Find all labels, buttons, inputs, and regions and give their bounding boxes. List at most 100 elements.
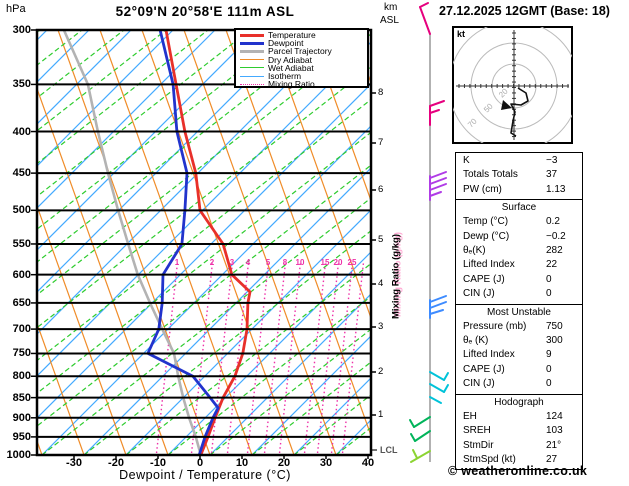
info-row-label: CIN (J)	[463, 378, 495, 390]
info-row: EH 124	[456, 410, 582, 424]
pressure-tick-label: 600	[12, 268, 31, 281]
station-title: 52°09'N 20°58'E 111m ASL	[115, 4, 295, 19]
info-row-label: SREH	[463, 425, 491, 437]
hodograph-box	[452, 26, 573, 144]
info-row: Temp (°C) 0.2	[456, 215, 582, 229]
legend-line-sample	[240, 83, 264, 85]
info-row-label: θₑ (K)	[463, 335, 489, 347]
info-row-value: 0	[546, 378, 552, 390]
mixing-ratio-line	[303, 261, 327, 454]
pressure-axis-unit: hPa	[6, 3, 26, 15]
altitude-axis-unit-asl: ASL	[380, 15, 399, 26]
mixing-ratio-line	[190, 261, 214, 454]
info-row-value: 21°	[546, 439, 562, 451]
km-tick-label: 7	[378, 137, 384, 148]
info-row: K −3	[456, 154, 582, 168]
wet-adiabat-line	[37, 65, 371, 329]
legend-item: Parcel Trajectory	[240, 47, 367, 56]
km-tick-label: 5	[378, 234, 384, 245]
mixing-ratio-label: 3	[229, 258, 235, 267]
isotherm-line	[125, 209, 371, 455]
wet-adiabat-line	[251, 361, 371, 455]
plot-border	[35, 28, 373, 457]
legend-item-label: Isotherm	[268, 71, 302, 82]
dry-adiabat-line	[141, 30, 295, 455]
legend-item: Wet Adiabat	[240, 64, 367, 72]
pressure-tick-label: 950	[12, 430, 31, 443]
altitude-axis-unit-km: km	[384, 2, 398, 13]
pressure-tick-label: 300	[12, 24, 31, 36]
mixing-ratio-line	[278, 261, 302, 454]
isotherm-line	[209, 293, 371, 455]
mixing-ratio-label: 10	[295, 258, 305, 267]
legend-line-sample	[240, 75, 264, 77]
info-row-value: 1.13	[546, 183, 566, 195]
watermark: © weatheronline.co.uk	[448, 464, 588, 478]
legend-line-sample	[240, 49, 264, 53]
info-row-value: 300	[546, 335, 563, 347]
isotherm-line	[37, 30, 300, 293]
wet-adiabat-line	[37, 164, 371, 427]
info-row-label: Pressure (mb)	[463, 320, 527, 332]
wet-adiabat-line	[167, 295, 371, 455]
mixing-ratio-label: 15	[320, 258, 330, 267]
dry-adiabat-line	[183, 30, 337, 455]
hodograph-arrow	[501, 100, 512, 110]
info-row-label: θₑ(K)	[463, 245, 486, 257]
legend-item: Dewpoint	[240, 39, 367, 48]
temp-tick-label: -20	[108, 457, 124, 469]
legend-item: Dry Adiabat	[240, 55, 367, 64]
mixing-ratio-label: 4	[245, 258, 251, 267]
info-row-label: StmDir	[463, 439, 494, 451]
temperature-curve	[164, 30, 252, 455]
mixing-ratio-label: 1	[174, 258, 180, 267]
info-row: StmDir 21°	[456, 439, 582, 453]
mixing-ratio-line	[246, 261, 270, 454]
legend-item-label: Mixing Ratio	[268, 79, 315, 90]
pressure-tick-label: 350	[12, 78, 31, 91]
wet-adiabat-line	[37, 30, 335, 263]
info-row: PW (cm) 1.13	[456, 183, 582, 197]
info-row: StmSpd (kt) 27	[456, 453, 582, 467]
isotherm-line	[37, 30, 132, 125]
isotherm-line	[37, 83, 371, 419]
info-row-value: 27	[546, 453, 558, 465]
dry-adiabat-line	[37, 204, 127, 455]
wind-barb-icon	[429, 371, 449, 404]
mixing-ratio-line	[226, 261, 250, 454]
info-row-value: 0	[546, 363, 552, 375]
info-row-value: −3	[546, 155, 558, 166]
info-row-label: Lifted Index	[463, 259, 515, 271]
mixing-ratio-line	[341, 261, 365, 454]
wind-barb-icon	[429, 171, 447, 201]
info-row: θₑ (K) 300	[456, 334, 582, 348]
mixing-ratio-line	[210, 261, 234, 454]
info-row: Totals Totals 37	[456, 168, 582, 182]
dry-adiabat-line	[99, 30, 253, 455]
info-row-value: 9	[546, 349, 552, 361]
wet-adiabat-line	[83, 230, 371, 455]
pressure-tick-label: 850	[12, 391, 31, 404]
km-tick-label: 2	[378, 366, 384, 377]
info-row-value: 0	[546, 273, 552, 285]
mixing-ratio-line	[316, 261, 340, 454]
lcl-label: LCL	[380, 445, 398, 455]
legend-item-label: Temperature	[268, 30, 316, 41]
info-section: Surface Temp (°C) 0.2 Dewp (°C) −0.2 θₑ(K) 282…	[456, 199, 582, 303]
pressure-tick-label: 900	[12, 411, 31, 424]
info-row: CAPE (J) 0	[456, 363, 582, 377]
legend-line-sample	[240, 33, 264, 37]
info-row: Lifted Index 9	[456, 348, 582, 362]
mixing-ratio-label: 2	[209, 258, 215, 267]
legend-line-sample	[240, 41, 264, 45]
grid-lines	[37, 30, 371, 455]
info-row: θₑ(K) 282	[456, 244, 582, 258]
wind-barb-icon	[429, 100, 445, 126]
pressure-tick-label: 650	[12, 296, 31, 309]
temp-tick-label: 30	[319, 457, 333, 469]
info-row-value: 37	[546, 169, 558, 181]
hodograph-trace	[510, 87, 529, 137]
info-section-header: Hodograph	[494, 396, 544, 408]
info-section: Most Unstable Pressure (mb) 750 θₑ (K) 300 Li…	[456, 303, 582, 394]
